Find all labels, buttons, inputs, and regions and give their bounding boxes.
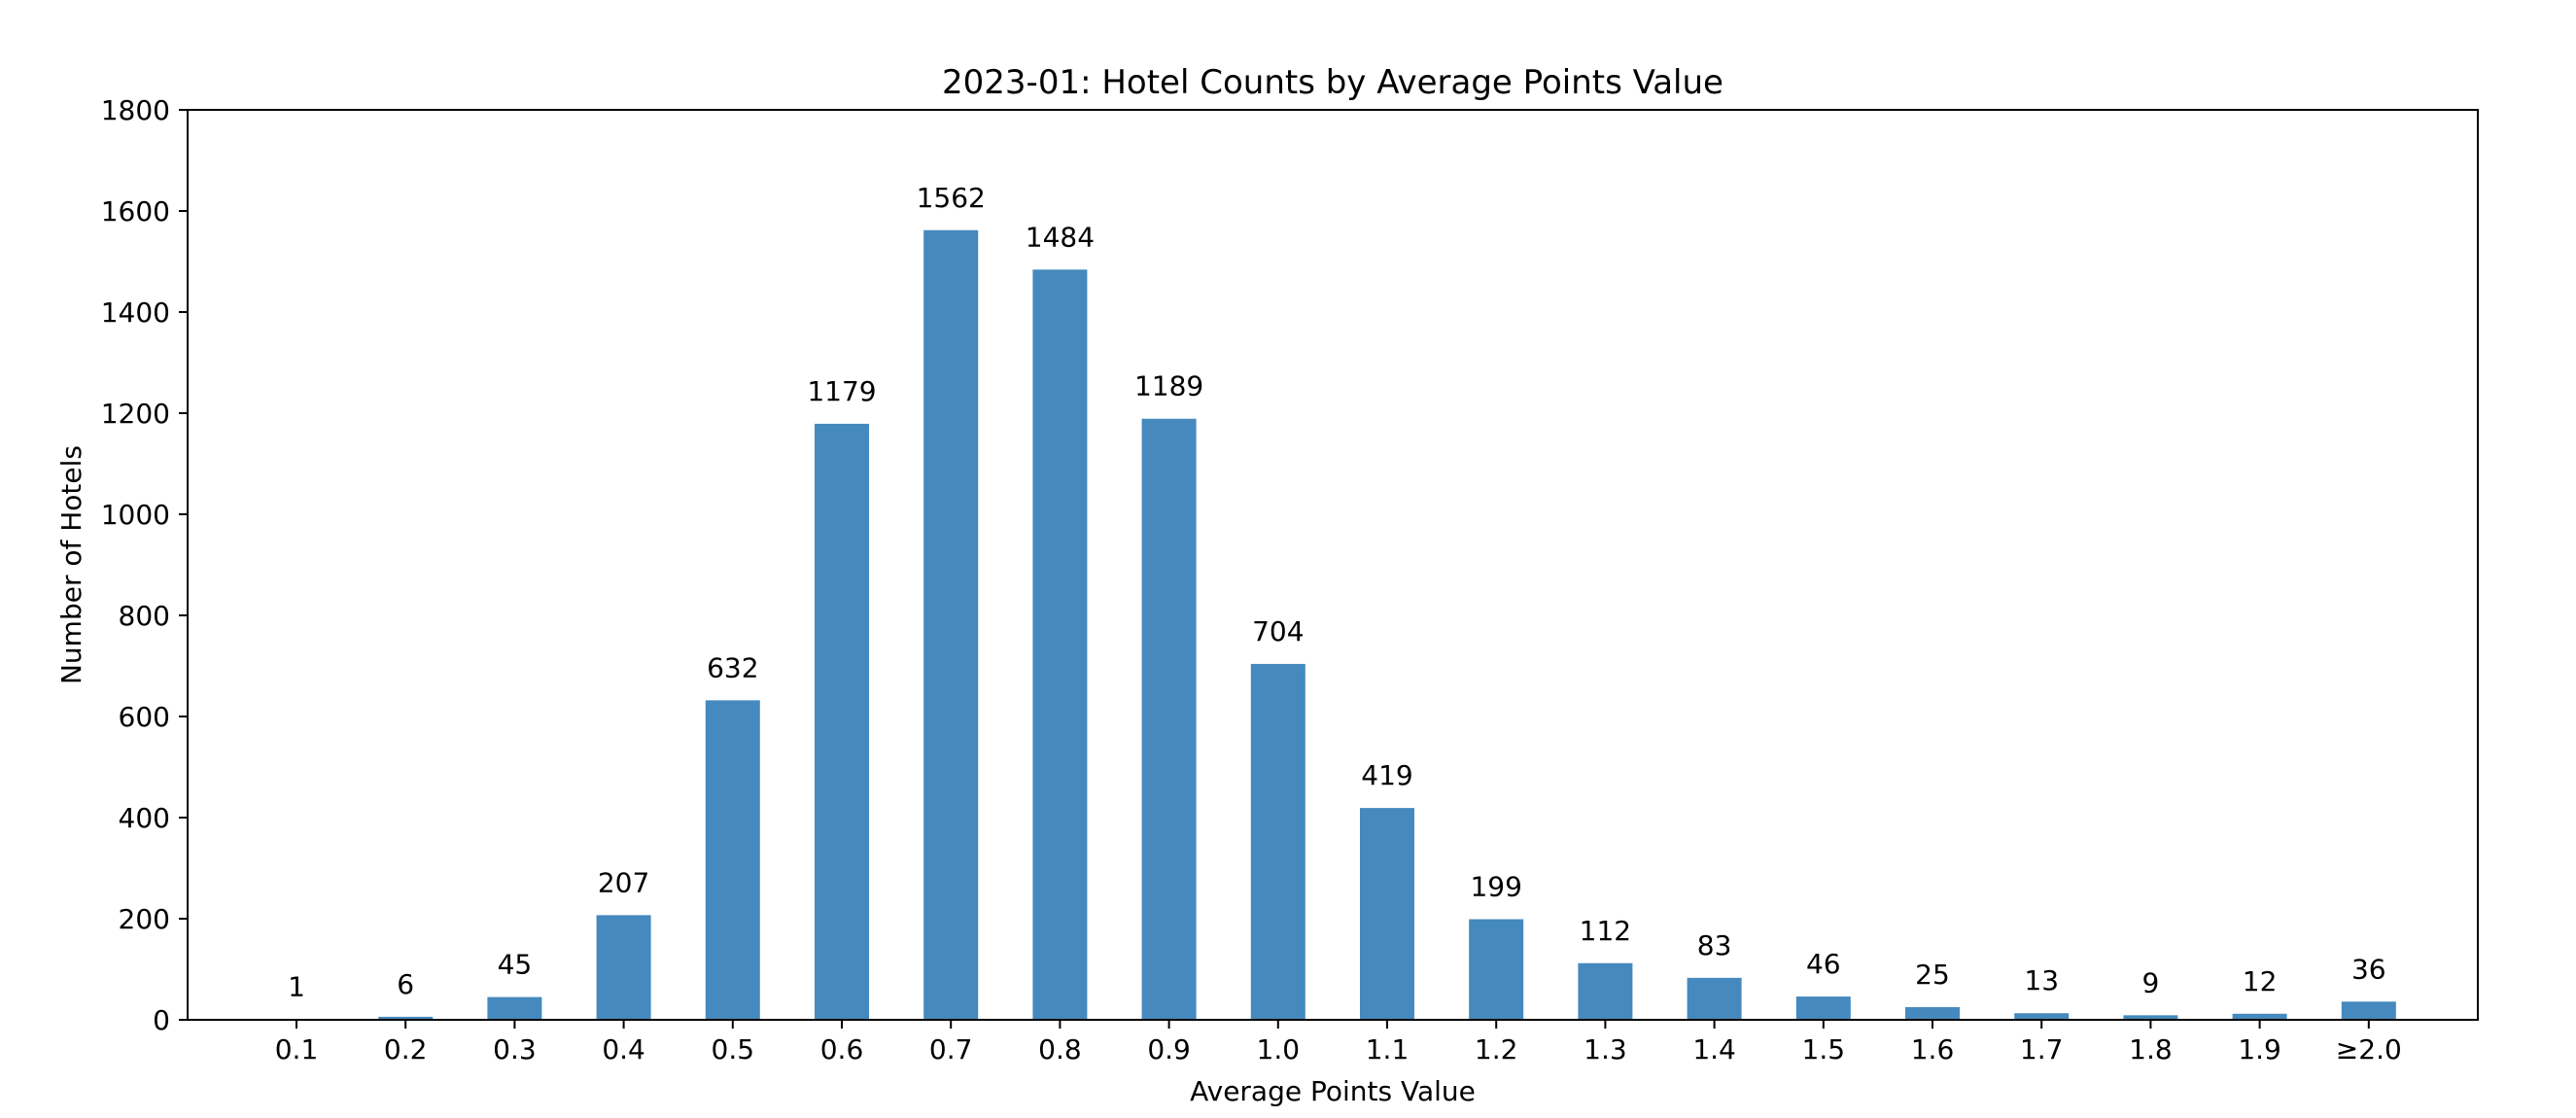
bar — [378, 1016, 434, 1020]
bar-value-label: 704 — [1252, 615, 1304, 647]
plot-frame — [187, 109, 2479, 1021]
y-tick-label: 400 — [119, 802, 170, 834]
y-tick-label: 1400 — [101, 297, 170, 329]
bar — [1141, 418, 1197, 1021]
bar — [1032, 269, 1088, 1020]
y-axis-label: Number of Hotels — [55, 445, 87, 684]
x-tick-label: 0.8 — [1038, 1033, 1082, 1066]
bar-value-label: 632 — [707, 651, 758, 683]
bar-value-label: 36 — [2351, 953, 2386, 985]
y-axis: 0 200 400 600 800 1000 1200 1400 1600 1800 — [101, 94, 188, 1036]
x-tick-label: 0.4 — [602, 1033, 645, 1066]
bar-value-label: 207 — [598, 866, 649, 898]
bar-value-label: 1484 — [1026, 221, 1095, 253]
bar — [1360, 808, 1414, 1020]
x-tick-label: 1.4 — [1692, 1033, 1736, 1066]
bar — [2014, 1013, 2070, 1020]
bar — [1469, 919, 1524, 1020]
bar-value-label: 1179 — [807, 375, 876, 407]
bar-value-label: 112 — [1580, 915, 1631, 947]
y-tick-label: 600 — [119, 701, 170, 733]
x-tick-label: 0.7 — [929, 1033, 973, 1066]
bar-value-label: 199 — [1470, 871, 1521, 903]
y-tick-label: 200 — [119, 903, 170, 935]
bar-value-label: 9 — [2141, 966, 2159, 998]
x-tick-label: 1.1 — [1366, 1033, 1410, 1066]
bar — [596, 915, 651, 1020]
x-axis-label: Average Points Value — [1190, 1075, 1476, 1107]
bar-value-label: 45 — [498, 949, 533, 981]
x-tick-label: 1.6 — [1911, 1033, 1955, 1066]
y-tick-label: 1600 — [101, 195, 170, 227]
bar-value-label: 12 — [2243, 965, 2278, 997]
x-tick-label: 1.9 — [2238, 1033, 2281, 1066]
bar — [1905, 1007, 1960, 1020]
x-tick-label: 0.5 — [712, 1033, 755, 1066]
bar-value-label: 1562 — [917, 182, 986, 214]
bar — [1687, 977, 1742, 1020]
x-tick-label: 1.0 — [1257, 1033, 1301, 1066]
bar — [487, 996, 542, 1020]
y-tick-label: 1800 — [101, 94, 170, 126]
bar — [2232, 1013, 2287, 1020]
chart-title: 2023-01: Hotel Counts by Average Points … — [942, 63, 1723, 102]
bar — [1250, 663, 1305, 1020]
bar — [815, 423, 869, 1020]
x-tick-label: 1.2 — [1475, 1033, 1518, 1066]
y-tick-label: 1000 — [101, 499, 170, 531]
bar-value-label: 419 — [1361, 759, 1412, 791]
bar — [1795, 996, 1851, 1020]
x-tick-label: 1.7 — [2020, 1033, 2064, 1066]
x-tick-label: 1.8 — [2129, 1033, 2173, 1066]
y-tick-label: 1200 — [101, 398, 170, 430]
bar — [923, 229, 979, 1020]
x-tick-label: 1.3 — [1584, 1033, 1627, 1066]
bar-value-label: 46 — [1806, 948, 1841, 980]
bar — [1578, 962, 1633, 1020]
bar — [705, 700, 760, 1020]
x-axis: 0.1 0.2 0.3 0.4 0.5 0.6 0.7 0.8 0.9 1.0 1.1 1.2 1.3 1… — [275, 1020, 2402, 1066]
x-tick-label: ≥2.0 — [2336, 1033, 2402, 1066]
bar-value-label: 1 — [288, 970, 305, 1002]
x-tick-label: 0.1 — [275, 1033, 319, 1066]
x-tick-label: 0.3 — [493, 1033, 537, 1066]
x-tick-label: 1.5 — [1802, 1033, 1846, 1066]
y-tick-label: 0 — [153, 1004, 170, 1036]
bar — [2341, 1001, 2396, 1020]
bars-layer — [269, 229, 2396, 1021]
bar-value-label: 6 — [397, 968, 414, 1000]
x-tick-label: 0.6 — [820, 1033, 864, 1066]
bar — [2123, 1015, 2178, 1020]
x-tick-label: 0.9 — [1147, 1033, 1191, 1066]
bar-value-label: 1189 — [1134, 370, 1203, 402]
data-labels-layer: 1 6 45 207 632 1179 1562 1484 1189 704 419 199 112 83… — [288, 182, 2386, 1003]
y-tick-label: 800 — [119, 600, 170, 632]
bar-value-label: 25 — [1915, 959, 1950, 991]
bar-value-label: 13 — [2024, 964, 2059, 996]
x-tick-label: 0.2 — [384, 1033, 428, 1066]
bar-value-label: 83 — [1697, 929, 1732, 961]
